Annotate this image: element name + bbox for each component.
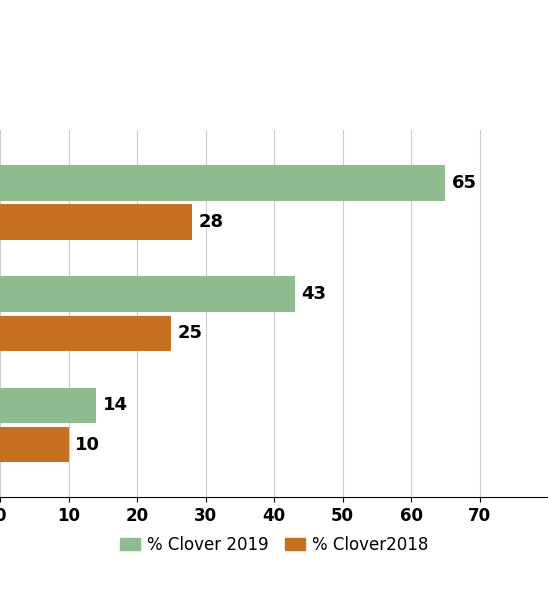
Bar bbox=[0, 276, 295, 312]
Legend: % Clover 2019, % Clover2018: % Clover 2019, % Clover2018 bbox=[113, 529, 435, 560]
Text: 28: 28 bbox=[198, 213, 224, 231]
Text: in July in 2018 and 2019: in July in 2018 and 2019 bbox=[22, 76, 324, 95]
Bar bbox=[0, 427, 68, 462]
Text: 65: 65 bbox=[452, 174, 477, 192]
Bar bbox=[0, 316, 171, 351]
Text: 25: 25 bbox=[178, 324, 203, 342]
Text: 10: 10 bbox=[76, 436, 100, 453]
Text: Figure 3: Effect of P and K on % clover: Figure 3: Effect of P and K on % clover bbox=[22, 26, 506, 46]
Bar bbox=[0, 388, 96, 423]
Text: 43: 43 bbox=[301, 285, 327, 303]
Bar bbox=[0, 165, 446, 201]
Bar bbox=[0, 204, 192, 240]
Text: 14: 14 bbox=[103, 397, 128, 414]
